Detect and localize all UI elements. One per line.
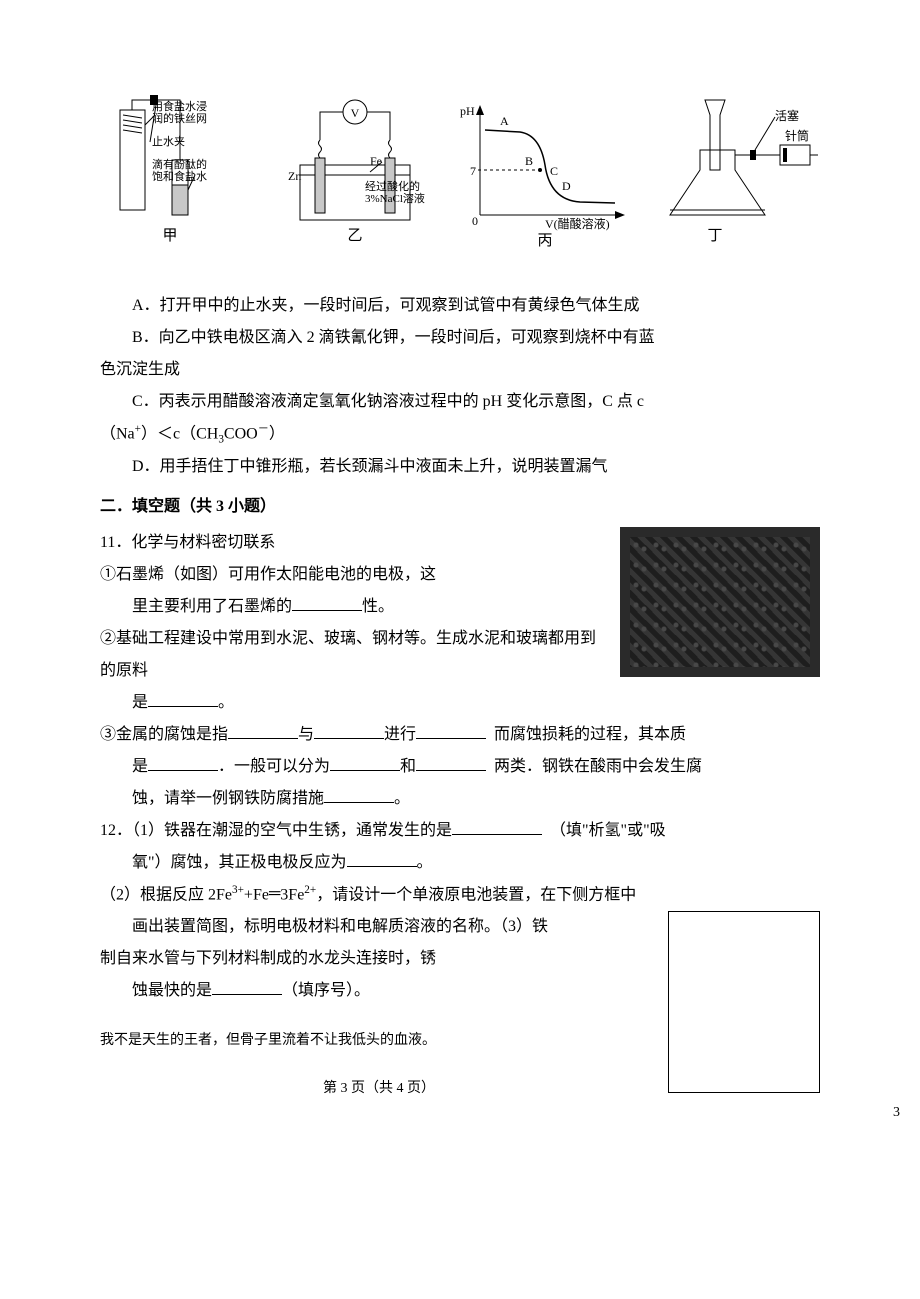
ding-name: 丁: [707, 228, 722, 244]
q10-opt-b1: B．向乙中铁电极区滴入 2 滴铁氰化钾，一段时间后，可观察到烧杯中有蓝: [100, 322, 820, 354]
ding-syringe: 针筒: [785, 128, 809, 143]
section2-heading: 二．填空题（共 3 小题）: [100, 491, 820, 523]
bing-y: pH: [460, 104, 475, 118]
q11-p2b: 是。: [100, 687, 820, 719]
q12-p1b: 氧"）腐蚀，其正极电极反应为。: [100, 847, 820, 879]
yi-name: 乙: [347, 228, 362, 244]
bing-0: 0: [472, 214, 478, 228]
q11-p3b: 是．一般可以分为和 两类．钢铁在酸雨中会发生腐: [100, 751, 820, 783]
bing-name: 丙: [537, 233, 552, 249]
diagram-bing: pH 7 0 A B C D V(醋酸溶液) 丙: [450, 90, 640, 270]
bing-x: V(醋酸溶液): [545, 216, 610, 231]
yi-v: V: [351, 106, 360, 120]
q10-opt-b2: 色沉淀生成: [100, 354, 820, 386]
answer-box: [668, 911, 820, 1093]
pagenum-right: 3: [893, 1099, 900, 1127]
diagrams-row: 用食盐水浸润的铁丝网 止水夹 滴有酚酞的饱和食盐水 甲 V Zn Fe: [100, 90, 820, 270]
ding-stopper: 活塞: [775, 108, 799, 123]
q10-opt-a: A．打开甲中的止水夹，一段时间后，可观察到试管中有黄绿色气体生成: [100, 290, 820, 322]
jia-label-bottom: 滴有酚酞的饱和食盐水: [152, 157, 207, 183]
diagram-ding: 活塞 针筒 丁: [650, 90, 820, 270]
q11-p3a: ③金属的腐蚀是指与进行 而腐蚀损耗的过程，其本质: [100, 719, 820, 751]
q10-opt-d: D．用手捂住丁中锥形瓶，若长颈漏斗中液面未上升，说明装置漏气: [100, 451, 820, 483]
yi-zn: Zn: [288, 169, 301, 183]
graphene-image: [620, 527, 820, 677]
jia-label-top: 用食盐水浸润的铁丝网: [152, 99, 207, 125]
bing-a: A: [500, 114, 509, 128]
yi-fe: Fe: [370, 154, 382, 168]
bing-b: B: [525, 154, 533, 168]
q10-opt-c1: C．丙表示用醋酸溶液滴定氢氧化钠溶液过程中的 pH 变化示意图，C 点 c: [100, 386, 820, 418]
q12-p1a: 12．（1）铁器在潮湿的空气中生锈，通常发生的是 （填"析氢"或"吸: [100, 815, 820, 847]
jia-name: 甲: [162, 228, 177, 244]
q11-p3c: 蚀，请举一例钢铁防腐措施。: [100, 783, 820, 815]
bing-7: 7: [470, 164, 476, 178]
q12-p2: （2）根据反应 2Fe3++Fe═3Fe2+，请设计一个单液原电池装置，在下侧方…: [100, 879, 820, 911]
bing-d: D: [562, 179, 571, 193]
diagram-yi: V Zn Fe 经过酸化的3%NaCl溶液 乙: [270, 90, 440, 270]
diagram-jia: 用食盐水浸润的铁丝网 止水夹 滴有酚酞的饱和食盐水 甲: [100, 90, 260, 270]
yi-sol: 经过酸化的3%NaCl溶液: [365, 179, 425, 205]
bing-c: C: [550, 164, 558, 178]
jia-label-clamp: 止水夹: [152, 135, 185, 148]
q10-opt-c2: （Na+）＜c（CH3COO－）: [100, 418, 820, 451]
